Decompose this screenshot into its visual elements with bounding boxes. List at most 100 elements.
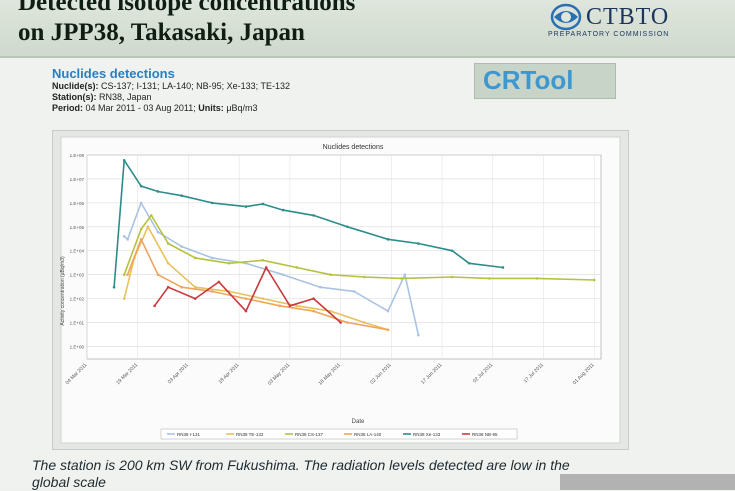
data-point [346,321,349,324]
data-point [362,321,366,324]
data-point [488,277,491,280]
legend-label: RN38 I-131 [177,432,201,437]
data-point [312,214,315,217]
nuclides-label: Nuclide(s): [52,81,99,91]
video-overlay-bar [560,474,735,490]
data-point [386,328,390,332]
y-tick-label: 1.E+05 [70,225,85,230]
slide-title: Detected isotope concentrations on JPP38… [18,0,355,48]
data-point [281,273,285,276]
y-axis-ticks: 1.E+08 1.E+07 1.E+06 1.E+05 1.E+04 1.E+03 1.E+… [70,153,85,349]
brand-subtitle: PREPARATORY COMMISSION [548,31,670,38]
data-point [180,194,183,197]
data-point [210,290,214,293]
data-point [295,304,298,308]
ctbto-logo: CTBTO PREPARATORY COMMISSION [548,2,728,48]
data-point [535,277,539,280]
metadata-heading: Nuclides detections [52,66,175,81]
x-axis-label: Date [352,419,365,425]
legend-box [160,428,518,440]
slide-title-line-2: on JPP38, Takasaki, Japan [18,19,305,46]
data-point [210,201,214,205]
caption-line-2: global scale [32,474,106,490]
data-point [193,285,197,289]
data-point [403,273,407,276]
data-point [244,205,248,208]
data-point [339,321,342,324]
data-point [450,275,454,279]
data-point [295,266,298,269]
nuclides-value: CS-137; I-131; LA-140; NB-95; Xe-133; TE… [101,81,290,91]
legend-label: RN38 LA-140 [354,432,382,437]
legend-label: RN38 NB-95 [472,432,498,437]
crtool-name: CRTool [483,65,574,95]
data-point [156,230,160,234]
data-point [122,297,126,300]
data-point [417,242,420,245]
y-tick-label: 1.E+02 [70,297,85,302]
data-point [281,208,285,212]
data-point [217,280,221,284]
data-point [417,333,420,337]
data-point [592,278,596,282]
stations-row: Station(s): RN38, Japan [52,92,290,103]
series-line [113,159,503,288]
legend-label: RN38 TE-132 [236,432,264,437]
data-point [122,273,126,276]
chart-legend: RN38 I-131 RN38 TE-132 RN38 CS-137 RN38 LA-… [160,428,518,440]
data-point [166,261,170,265]
period-value: 04 Mar 2011 - 03 Aug 2011; [85,103,196,113]
data-point [312,309,315,313]
y-axis-label: Activity concentration (μBq/m3) [60,256,66,326]
data-point [261,202,265,206]
query-metadata: Nuclides detections Nuclide(s): CS-137; … [52,66,290,114]
data-point [501,266,505,269]
data-point [244,309,248,313]
units-label: Units: [198,103,224,113]
data-point [261,297,265,300]
data-point [329,309,332,313]
data-point [400,277,403,280]
stations-label: Station(s): [52,92,97,102]
data-point [149,214,153,217]
brand-name: CTBTO [586,4,670,30]
y-tick-label: 1.E+06 [70,201,85,206]
nuclides-chart: Nuclides detections 1.E+081.E+071.E+061.… [60,136,621,444]
chart-title: Nuclides detections [323,144,384,151]
data-point [261,258,265,262]
period-label: Period: [52,103,84,113]
data-point [139,201,143,205]
data-point [319,285,322,289]
y-tick-label: 1.E+00 [70,344,85,349]
data-point [210,256,214,260]
data-point [112,285,116,289]
y-tick-label: 1.E+04 [70,249,85,254]
data-point [153,304,156,308]
data-point [139,238,143,241]
data-point [329,273,332,276]
data-point [467,261,471,265]
crtool-logo: CRTool [474,63,616,99]
data-point [244,297,248,300]
data-point [362,275,366,279]
globe-icon [550,3,582,31]
data-point [122,159,126,162]
series-line [126,238,389,331]
stations-value: RN38, Japan [99,92,152,102]
y-tick-label: 1.E+03 [70,273,85,278]
slide-caption: The station is 200 km SW from Fukushima.… [32,457,712,491]
data-point [227,261,231,265]
data-point [278,304,282,308]
y-tick-label: 1.E+07 [70,177,85,182]
slide-header: Detected isotope concentrations on JPP38… [0,0,735,58]
y-tick-label: 1.E+08 [70,153,85,158]
data-point [180,285,183,289]
data-point [139,184,143,188]
data-point [386,309,390,313]
data-point [352,290,356,293]
data-point [139,227,143,231]
data-point [193,297,197,300]
legend-label: RN38 CS-137 [295,432,324,437]
slide-title-line-1: Detected isotope concentrations [18,0,356,16]
data-point [122,235,126,238]
